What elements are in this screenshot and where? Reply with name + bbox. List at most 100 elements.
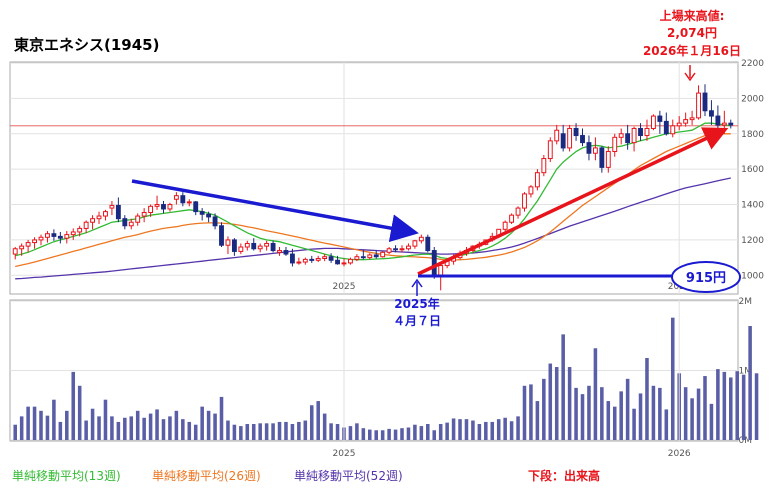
volume-bar	[484, 421, 488, 440]
volume-bar	[271, 423, 275, 440]
candle-body	[57, 235, 63, 239]
volume-bar	[632, 408, 636, 440]
price-tick-label: 1200	[741, 236, 764, 246]
candle-body	[38, 236, 44, 241]
candle	[586, 135, 592, 161]
candle-body	[328, 256, 334, 261]
candle	[264, 240, 270, 251]
candle	[206, 211, 212, 223]
candle-body	[244, 242, 250, 248]
volume-bar	[348, 426, 353, 440]
candle-body	[689, 117, 695, 121]
candle	[599, 146, 605, 173]
candle	[186, 199, 192, 207]
candle-body	[251, 242, 257, 250]
candle-body	[721, 122, 727, 126]
candle-body	[650, 115, 656, 129]
candle	[554, 124, 560, 145]
candle	[560, 124, 566, 152]
candle	[522, 192, 527, 212]
candle	[689, 110, 695, 125]
volume-bar	[65, 410, 69, 440]
legend-ma26: 単純移動平均(26週)	[152, 469, 261, 483]
volume-y-axis: 0M 1M 2M	[739, 297, 753, 446]
candle-body	[541, 158, 547, 174]
candle	[618, 128, 624, 145]
candle-body	[412, 240, 418, 247]
candle	[650, 114, 656, 131]
volume-bar	[458, 419, 462, 440]
candle	[715, 105, 721, 131]
volume-tick-label: 1M	[739, 367, 753, 377]
volume-bar	[696, 388, 701, 440]
candle-body	[592, 147, 598, 154]
candle	[270, 240, 276, 253]
volume-bar	[658, 387, 662, 440]
low-price-ellipse	[671, 261, 741, 293]
candle-body	[599, 147, 605, 168]
volume-bar	[13, 424, 17, 440]
candle-body	[45, 233, 50, 238]
candle-body	[373, 254, 379, 258]
volume-bar	[161, 419, 166, 440]
candle-body	[425, 236, 431, 252]
candle	[141, 208, 147, 223]
high-label-2: 2,074円	[667, 26, 717, 40]
candle	[367, 253, 373, 260]
volume-bar	[19, 416, 24, 440]
candle	[122, 215, 128, 230]
price-tick-label: 1400	[741, 201, 764, 211]
volume-bar	[722, 371, 727, 440]
candle	[696, 85, 701, 120]
price-tick-label: 2000	[741, 94, 764, 104]
candle-body	[522, 193, 527, 209]
candle	[128, 218, 134, 230]
candle	[289, 248, 295, 267]
candle	[51, 229, 57, 241]
candle-body	[625, 133, 631, 144]
candle	[96, 211, 102, 224]
candle-body	[393, 248, 398, 251]
candle	[380, 251, 386, 258]
volume-bar	[103, 399, 108, 440]
candle	[612, 133, 618, 157]
ma26-series	[15, 133, 731, 268]
candle	[683, 112, 689, 127]
candle	[657, 110, 663, 134]
candle-body	[270, 242, 276, 252]
candle	[83, 220, 89, 233]
volume-bar	[26, 406, 30, 440]
candle	[322, 254, 328, 262]
candle	[709, 100, 714, 125]
candle	[580, 128, 585, 147]
candle	[547, 137, 553, 163]
volume-bar	[548, 363, 553, 440]
candle-body	[19, 245, 25, 250]
candle-body	[348, 258, 353, 264]
volume-bar	[206, 410, 211, 440]
candle	[173, 192, 179, 205]
volume-bar	[90, 408, 95, 440]
candle	[502, 220, 508, 232]
volume-bar	[593, 348, 598, 440]
volume-bar	[148, 413, 153, 440]
candle	[399, 245, 405, 253]
volume-bar	[413, 424, 417, 440]
candle-body	[644, 127, 650, 137]
candle-body	[128, 221, 134, 227]
volume-bar	[406, 427, 411, 440]
candle-body	[161, 204, 166, 210]
volume-bar	[174, 410, 179, 440]
candle	[257, 243, 263, 253]
volume-bar	[290, 424, 295, 440]
candle-body	[657, 115, 663, 122]
candle-body	[51, 233, 57, 237]
candle	[335, 255, 340, 265]
candle	[592, 137, 598, 161]
volume-bar	[239, 426, 243, 440]
candle	[406, 243, 411, 251]
volume-tick-label: 0M	[739, 436, 753, 446]
volume-bar	[181, 419, 185, 440]
candle-body	[289, 253, 295, 264]
candle-body	[573, 127, 579, 137]
